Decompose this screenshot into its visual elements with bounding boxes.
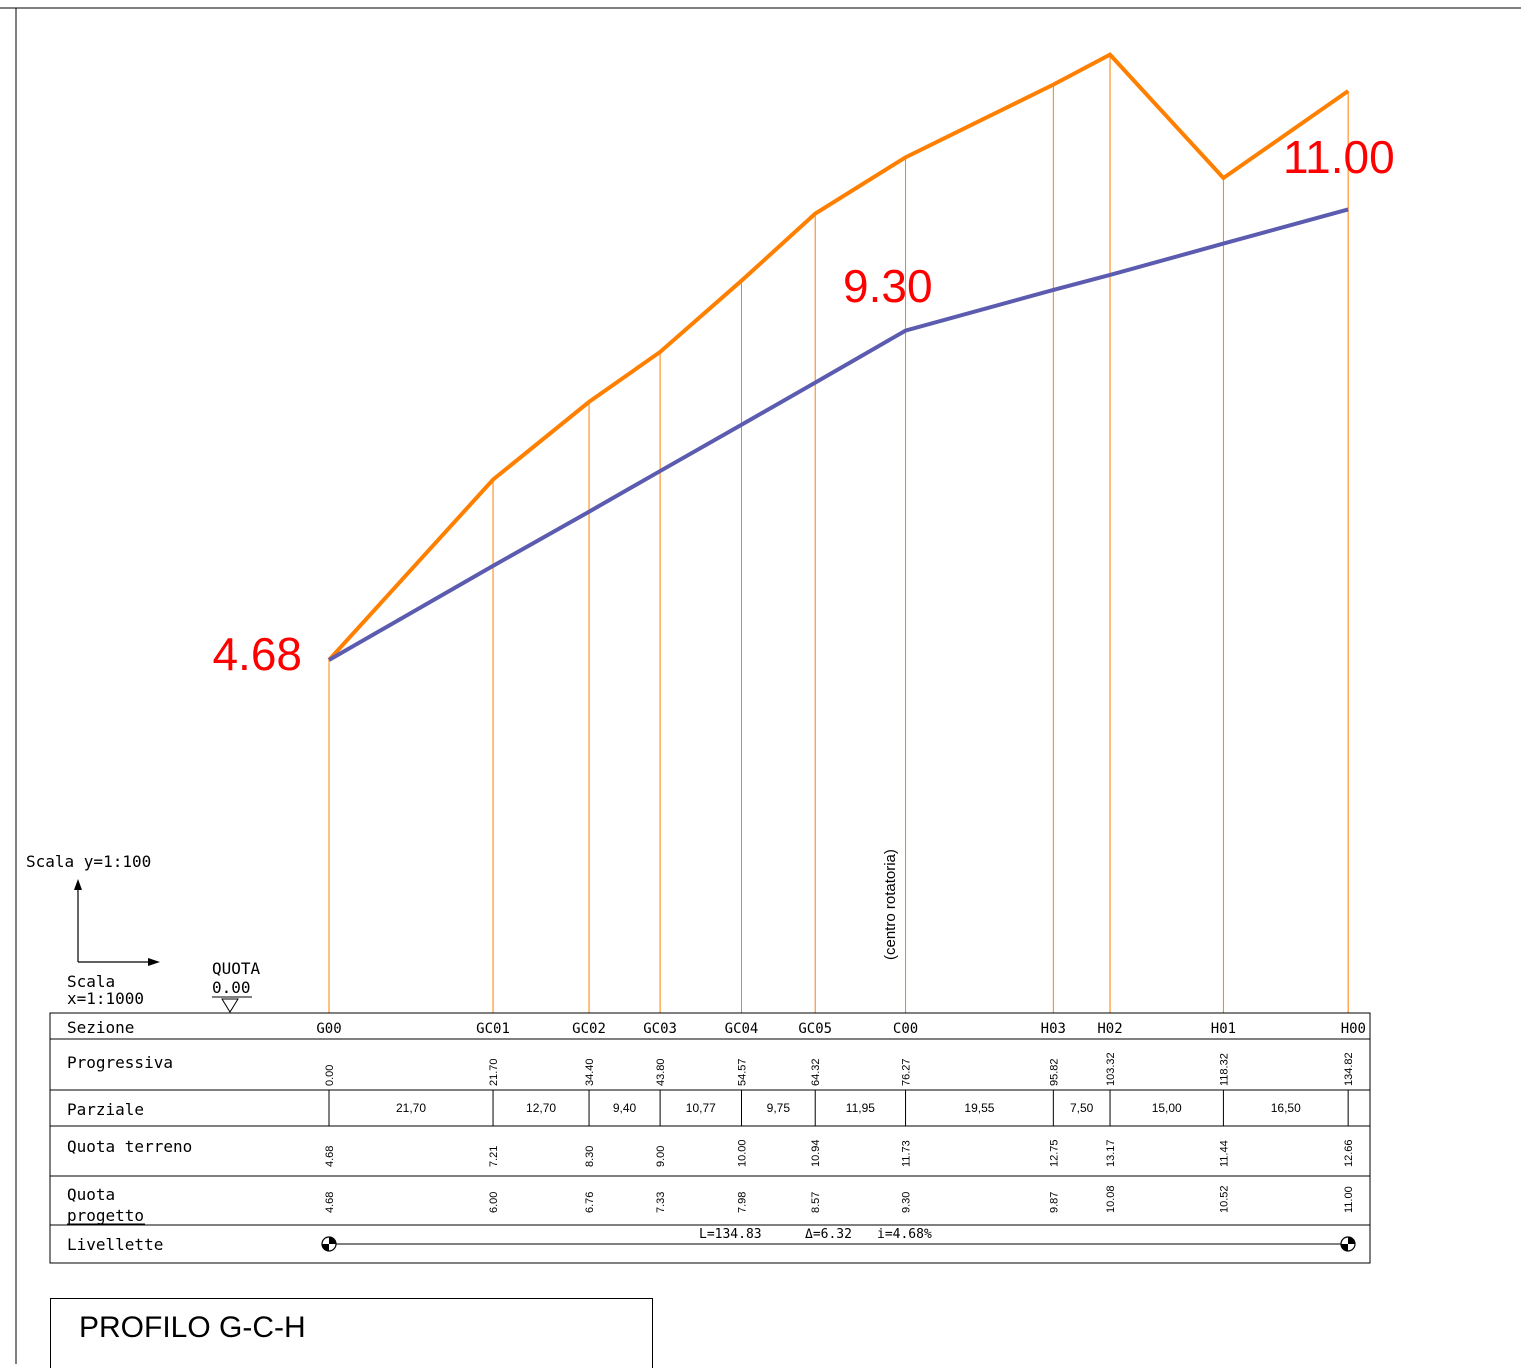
progressive-value: 21.70: [488, 1058, 500, 1086]
project-line: [328, 207, 1349, 662]
terrain-value: 4.68: [324, 1146, 336, 1167]
terrain-value: 13.17: [1105, 1139, 1117, 1167]
partial-value: 16,50: [1271, 1101, 1301, 1115]
partial-value: 10,77: [686, 1101, 716, 1115]
progressive-value: 0.00: [324, 1065, 336, 1086]
terrain-line: [327, 52, 1350, 662]
highlight-label-end: 11.00: [1283, 131, 1395, 183]
progressive-value: 64.32: [810, 1058, 822, 1086]
partial-value: 12,70: [526, 1101, 556, 1115]
row-label-livellette: Livellette: [67, 1235, 163, 1254]
highlight-label-mid: 9.30: [843, 260, 933, 312]
project-value: 4.68: [324, 1192, 336, 1213]
row-label-sezione: Sezione: [67, 1018, 134, 1037]
progressive-value: 118.32: [1218, 1053, 1230, 1086]
section-label: GC02: [572, 1021, 606, 1037]
quota-value: 0.00: [212, 978, 251, 997]
row-label-quota-progetto-2: progetto: [67, 1206, 144, 1225]
project-value: 10.52: [1218, 1185, 1230, 1213]
section-label: GC01: [476, 1021, 510, 1037]
project-value: 7.98: [737, 1192, 749, 1213]
terrain-value: 11.44: [1218, 1140, 1230, 1167]
scale-x-arrow-icon: [148, 958, 160, 966]
profile-title: PROFILO G-C-H: [79, 1311, 306, 1344]
centro-rotatoria-label: (centro rotatoria): [882, 849, 899, 960]
scale-x-label-line1: Scala: [67, 972, 115, 991]
terrain-value: 12.66: [1343, 1139, 1355, 1167]
project-value: 9.87: [1048, 1192, 1060, 1213]
partial-value: 9,75: [767, 1101, 791, 1115]
scale-y-arrow-icon: [74, 879, 82, 890]
project-value: 10.08: [1105, 1185, 1117, 1213]
project-value: 11.00: [1343, 1186, 1355, 1213]
section-guides: [328, 54, 1349, 1013]
title-block: PROFILO G-C-H: [50, 1298, 653, 1368]
terrain-value: 11.73: [901, 1140, 913, 1167]
section-label: GC05: [798, 1021, 832, 1037]
project-value: 9.30: [901, 1192, 913, 1213]
table-columns: G00 0.00 4.68 4.68 GC01 21.70 7.21 6.00 GC02 34.4…: [316, 1021, 1366, 1213]
profile-table: [49, 1012, 1371, 1264]
terrain-value: 7.21: [488, 1146, 500, 1167]
progressive-value: 43.80: [655, 1058, 667, 1086]
partial-value: 9,40: [613, 1101, 637, 1115]
terrain-value: 9.00: [655, 1146, 667, 1167]
project-value: 7.33: [655, 1192, 667, 1213]
terrain-value: 10.94: [810, 1139, 822, 1167]
partial-value: 7,50: [1070, 1101, 1094, 1115]
partial-value: 19,55: [964, 1101, 994, 1115]
livellette-delta: Δ=6.32: [805, 1227, 852, 1242]
scale-y-label: Scala y=1:100: [26, 852, 151, 871]
row-label-quota-terreno: Quota terreno: [67, 1137, 192, 1156]
section-label: G00: [316, 1021, 341, 1037]
row-label-quota-progetto-1: Quota: [67, 1185, 115, 1204]
highlight-label-start: 4.68: [212, 628, 302, 680]
quota-label: QUOTA: [212, 959, 261, 978]
partial-value: 15,00: [1152, 1101, 1182, 1115]
section-label: H02: [1097, 1021, 1122, 1037]
livellette-slope: i=4.68%: [877, 1227, 932, 1242]
livellette-start-marker-icon: [321, 1236, 337, 1252]
terrain-value: 8.30: [584, 1146, 596, 1167]
section-label: GC03: [643, 1021, 677, 1037]
section-label: H01: [1211, 1021, 1236, 1037]
progressive-value: 76.27: [901, 1058, 913, 1086]
section-label: C00: [893, 1021, 918, 1037]
section-label: H03: [1041, 1021, 1066, 1037]
progressive-value: 103.32: [1105, 1052, 1117, 1086]
scale-x-label-line2: x=1:1000: [67, 989, 144, 1008]
section-label: GC04: [725, 1021, 759, 1037]
project-value: 8.57: [810, 1192, 822, 1213]
progressive-value: 95.82: [1048, 1058, 1060, 1086]
progressive-value: 134.82: [1343, 1052, 1355, 1086]
progressive-value: 54.57: [737, 1058, 749, 1086]
section-label: H00: [1341, 1021, 1366, 1037]
partial-value: 21,70: [396, 1101, 426, 1115]
progressive-value: 34.40: [584, 1058, 596, 1086]
partial-value: 11,95: [846, 1101, 875, 1115]
row-label-progressiva: Progressiva: [67, 1053, 173, 1072]
row-label-parziale: Parziale: [67, 1100, 144, 1119]
livellette-end-marker-icon: [1340, 1236, 1356, 1252]
terrain-value: 12.75: [1048, 1139, 1060, 1167]
terrain-value: 10.00: [737, 1139, 749, 1167]
project-value: 6.00: [488, 1192, 500, 1213]
quota-triangle-icon: [221, 998, 239, 1013]
livellette-length: L=134.83: [699, 1227, 762, 1242]
project-value: 6.76: [584, 1192, 596, 1213]
